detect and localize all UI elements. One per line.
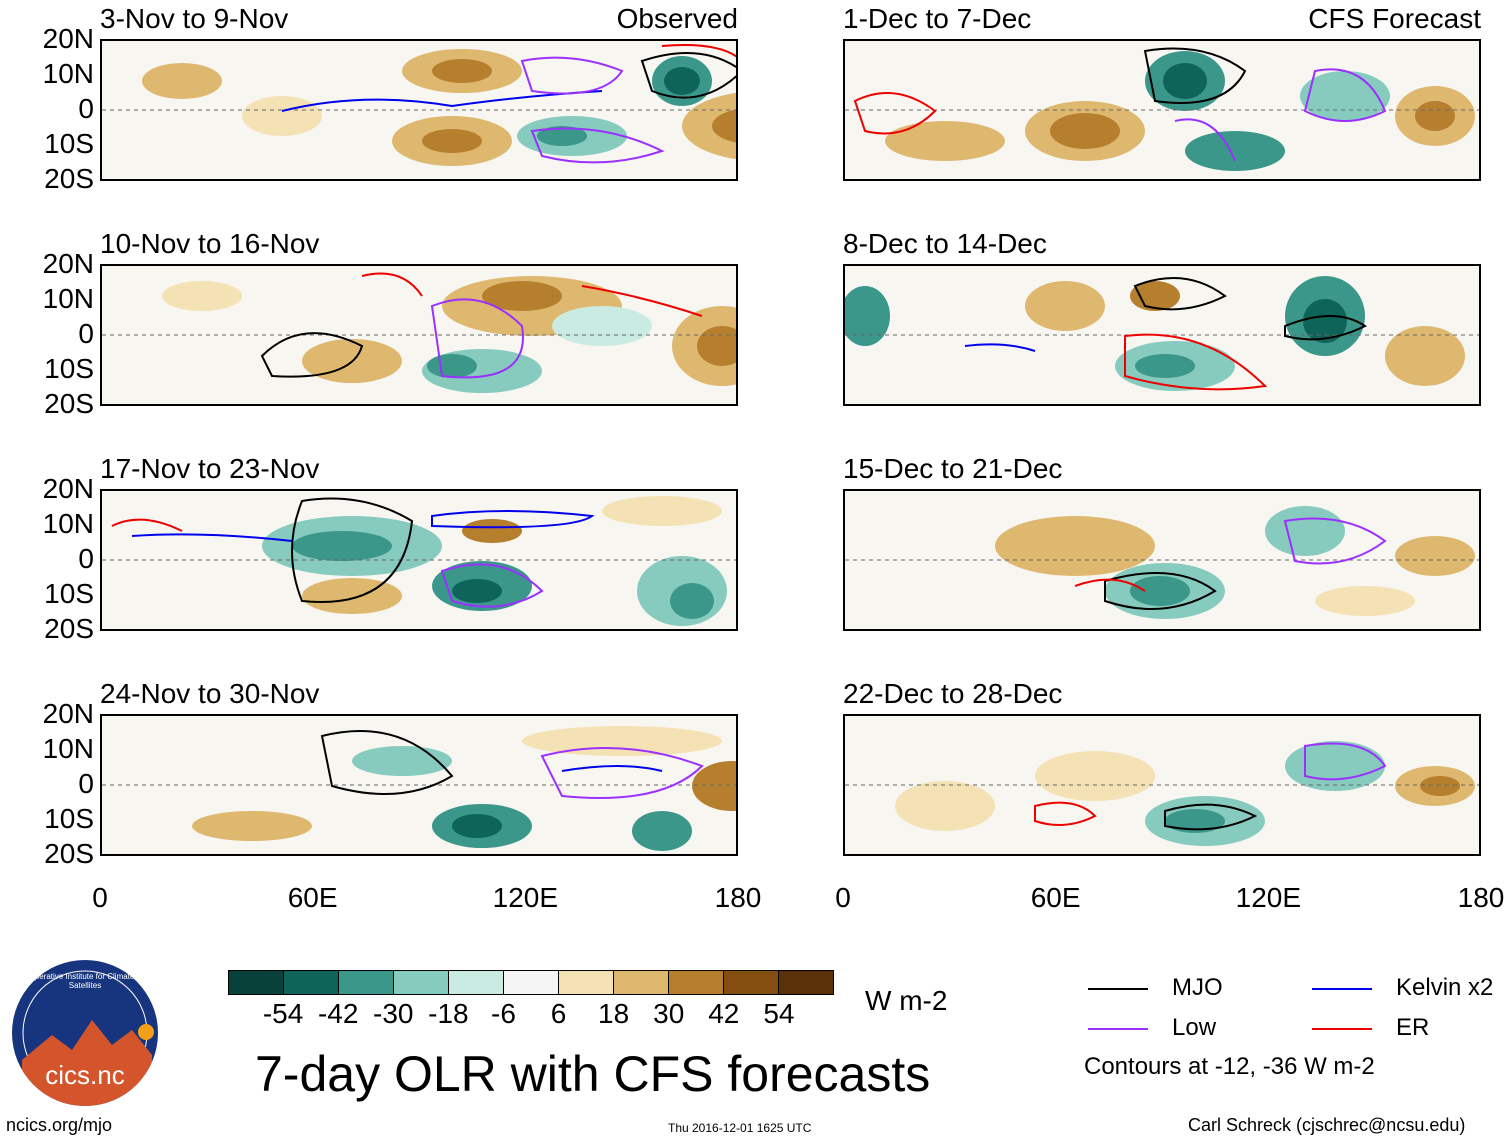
- olr-map: [843, 489, 1481, 631]
- y-tick-label: 10S: [44, 353, 94, 384]
- panel-forecast-2: 8-Dec to 14-Dec: [843, 228, 1481, 406]
- colorbar-tick-label: 18: [598, 998, 630, 1029]
- y-tick-label: 10S: [44, 128, 94, 159]
- forecast-label: CFS Forecast: [1308, 3, 1481, 34]
- x-tick-label: 0: [835, 882, 851, 913]
- main-title: 7-day OLR with CFS forecasts: [255, 1046, 931, 1102]
- legend-label: ER: [1396, 1014, 1430, 1041]
- panel-title: 3-Nov to 9-Nov: [100, 3, 289, 34]
- olr-map: [100, 264, 738, 406]
- y-tick-label: 10N: [42, 733, 94, 764]
- colorbar-swatch: [669, 971, 724, 994]
- legend-line: [1312, 988, 1372, 990]
- panel-title: 24-Nov to 30-Nov: [100, 678, 320, 709]
- x-tick-label: 60E: [287, 882, 338, 913]
- legend-line: [1088, 1028, 1148, 1030]
- legend-label: Low: [1172, 1014, 1217, 1041]
- footer-timestamp: Thu 2016-12-01 1625 UTC: [668, 1121, 812, 1135]
- colorbar-tick-label: 42: [708, 998, 740, 1029]
- panel-title: 10-Nov to 16-Nov: [100, 228, 320, 259]
- logo-text: cics.nc: [45, 1060, 125, 1090]
- colorbar-swatch: [339, 971, 394, 994]
- y-tick-label: 0: [78, 318, 94, 349]
- colorbar-tick-label: -6: [491, 998, 516, 1029]
- olr-map: [843, 714, 1481, 856]
- x-tick-label: 180: [1457, 882, 1505, 913]
- colorbar-tick-label: -54: [262, 998, 304, 1029]
- y-tick-label: 20N: [42, 248, 94, 279]
- x-tick-label: 120E: [492, 882, 559, 913]
- y-tick-label: 20N: [42, 698, 94, 729]
- colorbar-swatch: [559, 971, 614, 994]
- colorbar-swatch: [449, 971, 504, 994]
- panel-forecast-3: 15-Dec to 21-Dec: [843, 453, 1481, 631]
- cics-logo: Cooperative Institute for Climate and Sa…: [12, 960, 158, 1106]
- x-tick-label: 180: [714, 882, 762, 913]
- colorbar-swatch: [779, 971, 833, 994]
- y-tick-label: 20S: [44, 163, 94, 194]
- y-tick-label: 20S: [44, 613, 94, 644]
- colorbar-swatch: [504, 971, 559, 994]
- colorbar-units: W m-2: [865, 985, 948, 1016]
- panel-observed-4: 24-Nov to 30-Nov: [100, 678, 738, 856]
- footer-author: Carl Schreck (cjschrec@ncsu.edu): [1188, 1115, 1466, 1135]
- x-tick-label: 60E: [1030, 882, 1081, 913]
- y-tick-label: 10S: [44, 803, 94, 834]
- y-tick-label: 20S: [44, 838, 94, 869]
- legend-label: MJO: [1172, 974, 1223, 1001]
- panel-forecast-1: 1-Dec to 7-Dec CFS Forecast: [843, 3, 1481, 181]
- panel-observed-1: 3-Nov to 9-Nov Observed: [100, 3, 738, 181]
- y-tick-label: 20S: [44, 388, 94, 419]
- logo-ring-text: Cooperative Institute for Climate and Sa…: [20, 972, 150, 990]
- y-tick-label: 0: [78, 93, 94, 124]
- panel-title: 8-Dec to 14-Dec: [843, 228, 1047, 259]
- colorbar-swatch: [724, 971, 779, 994]
- olr-map: [843, 264, 1481, 406]
- colorbar: [228, 970, 834, 995]
- y-tick-label: 20N: [42, 473, 94, 504]
- legend-line: [1088, 988, 1148, 990]
- olr-map: [843, 39, 1481, 181]
- y-tick-label: 0: [78, 768, 94, 799]
- colorbar-tick-label: -30: [373, 998, 414, 1029]
- x-tick-label: 120E: [1235, 882, 1302, 913]
- olr-map: [100, 714, 738, 856]
- colorbar-swatch: [614, 971, 669, 994]
- olr-map: [100, 39, 738, 181]
- x-tick-label: 0: [92, 882, 108, 913]
- panel-observed-3: 17-Nov to 23-Nov: [100, 453, 738, 631]
- y-tick-label: 10N: [42, 508, 94, 539]
- colorbar-tick-label: -18: [428, 998, 469, 1029]
- y-tick-label: 10N: [42, 58, 94, 89]
- contour-note: Contours at -12, -36 W m-2: [1084, 1053, 1375, 1080]
- footer-url: ncics.org/mjo: [6, 1115, 113, 1135]
- colorbar-tick-label: 30: [653, 998, 685, 1029]
- panel-title: 1-Dec to 7-Dec: [843, 3, 1032, 34]
- panel-observed-2: 10-Nov to 16-Nov: [100, 228, 738, 406]
- colorbar-swatch: [229, 971, 284, 994]
- olr-map: [100, 489, 738, 631]
- panel-title: 22-Dec to 28-Dec: [843, 678, 1063, 709]
- colorbar-tick-label: 54: [763, 998, 795, 1029]
- panel-forecast-4: 22-Dec to 28-Dec: [843, 678, 1481, 856]
- panel-title: 17-Nov to 23-Nov: [100, 453, 320, 484]
- legend-line: [1312, 1028, 1372, 1030]
- y-tick-label: 20N: [42, 23, 94, 54]
- panel-title: 15-Dec to 21-Dec: [843, 453, 1063, 484]
- observed-label: Observed: [616, 3, 738, 34]
- y-tick-label: 10N: [42, 283, 94, 314]
- colorbar-swatch: [284, 971, 339, 994]
- legend-label: Kelvin x2: [1396, 974, 1494, 1001]
- y-tick-label: 0: [78, 543, 94, 574]
- colorbar-tick-label: 6: [550, 998, 567, 1029]
- colorbar-swatch: [394, 971, 449, 994]
- y-tick-label: 10S: [44, 578, 94, 609]
- colorbar-tick-label: -42: [317, 998, 359, 1029]
